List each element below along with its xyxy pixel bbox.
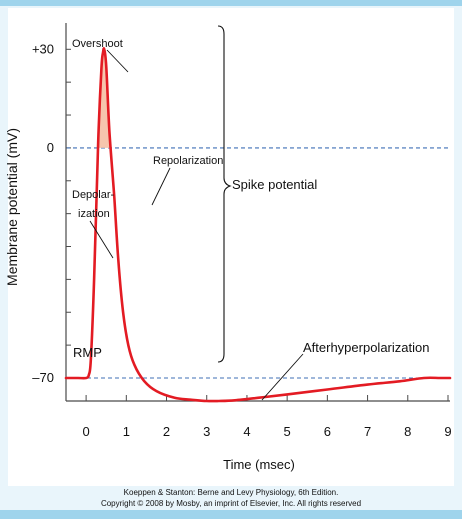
x-tick-label: 6 — [324, 424, 331, 439]
repolarization-leader — [151, 167, 171, 206]
afterhyperpolarization-leader — [261, 353, 304, 401]
y-tick-label: +30 — [32, 41, 54, 56]
bottom-band — [0, 510, 462, 519]
tick-group: 0 1 2 3 4 5 6 7 8 9 +30 0 –70 — [32, 41, 452, 439]
spike-potential-label: Spike potential — [232, 177, 317, 192]
overshoot-leader — [106, 49, 129, 73]
x-tick-label: 1 — [123, 424, 130, 439]
y-tick-label: –70 — [32, 370, 54, 385]
depolarization-label-line1: Depolar- — [72, 189, 115, 201]
x-tick-label: 2 — [163, 424, 170, 439]
membrane-potential-curve — [64, 47, 452, 403]
x-tick-label: 5 — [284, 424, 291, 439]
depolarization-leader — [89, 220, 114, 259]
y-axis-label: Membrane potential (mV) — [4, 128, 20, 286]
reference-lines — [66, 147, 450, 379]
x-tick-label: 0 — [82, 424, 89, 439]
rmp-label: RMP — [73, 345, 102, 360]
x-axis-label: Time (msec) — [223, 457, 295, 472]
x-tick-label: 7 — [364, 424, 371, 439]
credit-line-1: Koeppen & Stanton: Berne and Levy Physio… — [123, 488, 339, 497]
overshoot-label: Overshoot — [72, 38, 123, 50]
overshoot-region — [98, 49, 111, 148]
credit-line-2: Copyright © 2008 by Mosby, an imprint of… — [100, 499, 362, 508]
x-tick-label: 4 — [243, 424, 250, 439]
top-band — [0, 0, 462, 6]
action-potential-chart: 0 1 2 3 4 5 6 7 8 9 +30 0 –70 Membrane potential (mV… — [4, 23, 452, 472]
y-tick-label: 0 — [47, 140, 54, 155]
repolarization-label: Repolarization — [153, 155, 223, 167]
copyright-credit: Koeppen & Stanton: Berne and Levy Physio… — [0, 487, 462, 509]
x-tick-label: 8 — [404, 424, 411, 439]
chart-panel — [8, 8, 454, 486]
depolarization-label-line2: ization — [78, 208, 110, 220]
afterhyperpolarization-label: Afterhyperpolarization — [303, 340, 429, 355]
x-tick-label: 3 — [203, 424, 210, 439]
spike-potential-brace — [217, 25, 232, 363]
x-tick-label: 9 — [444, 424, 451, 439]
